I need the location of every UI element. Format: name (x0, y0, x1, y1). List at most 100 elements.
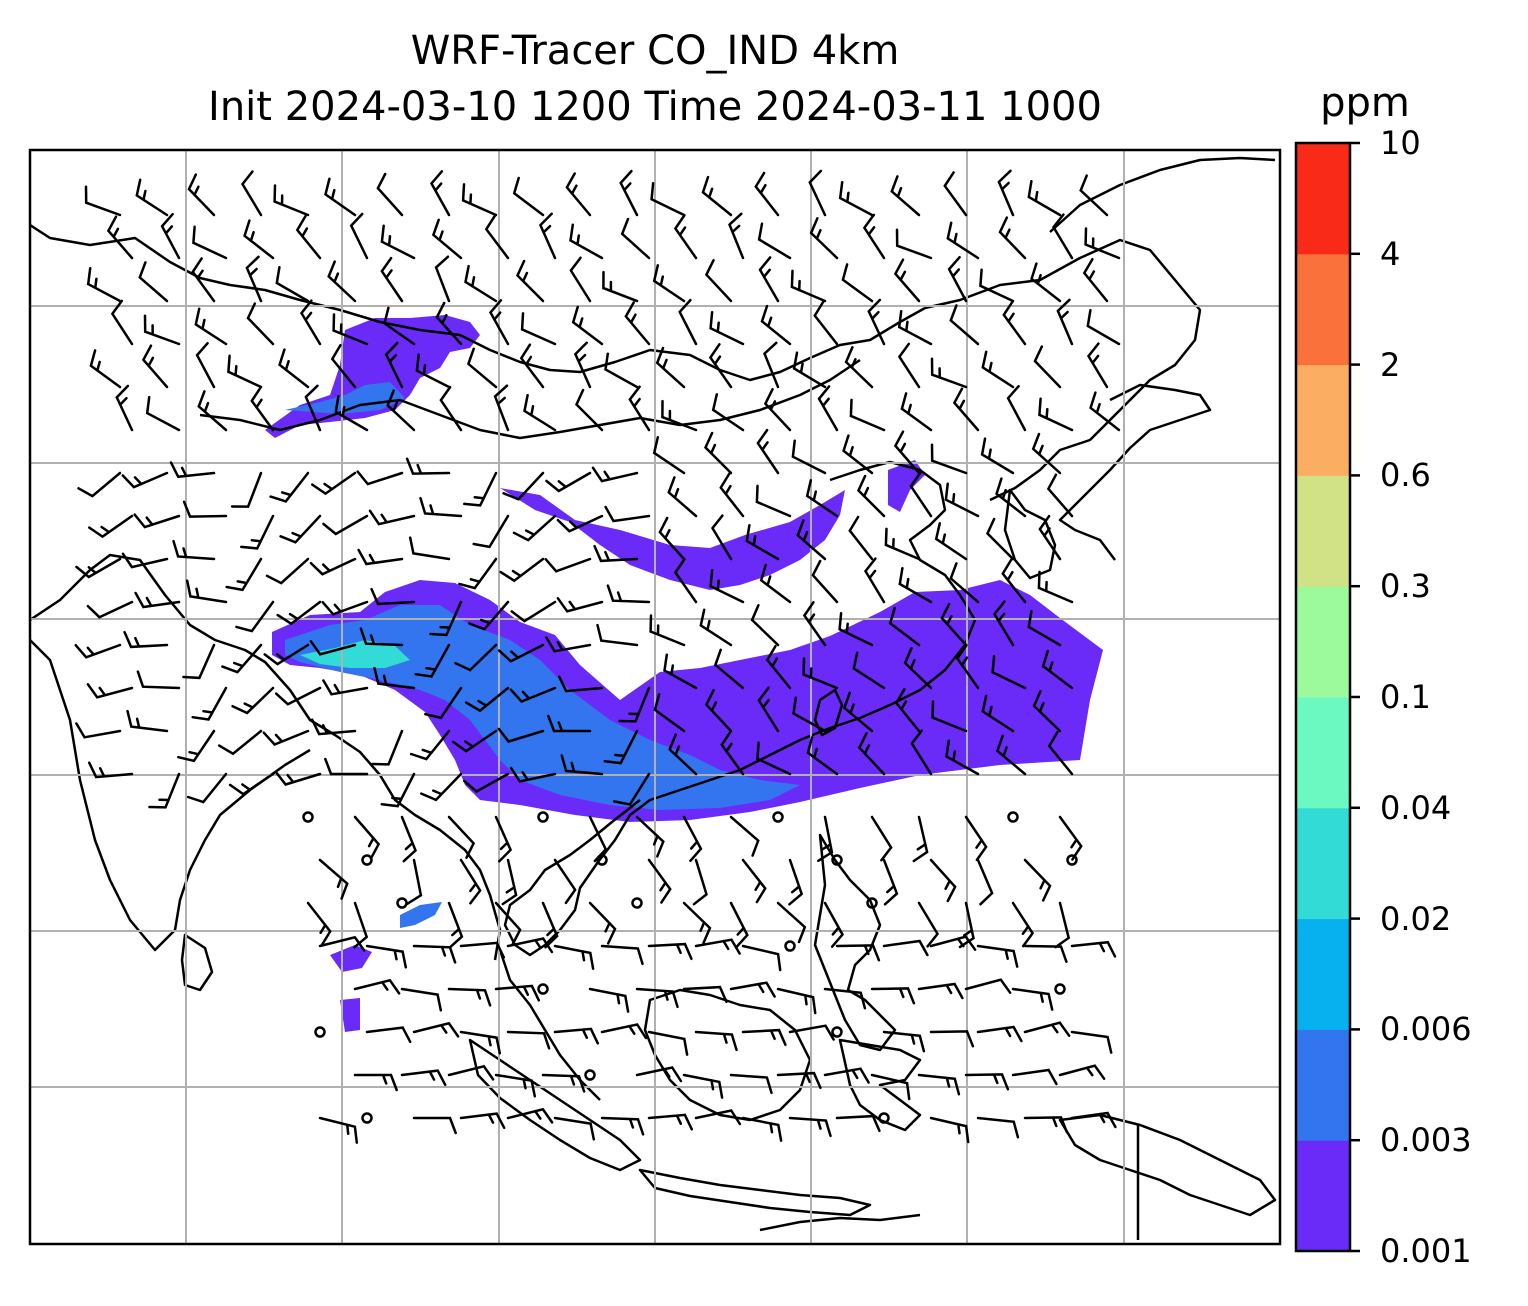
wind-barb (520, 312, 557, 346)
wind-barb (1032, 690, 1062, 733)
wind-barb (1051, 213, 1074, 260)
wind-calm-circle (302, 811, 314, 823)
wind-barb (400, 815, 417, 863)
wind-barb (981, 350, 1015, 389)
tracer-patch-tibet-highlight (300, 640, 410, 668)
wind-calm-circle (866, 897, 878, 909)
wind-barb (792, 696, 827, 733)
wind-barb (250, 386, 275, 432)
wind-barb (893, 430, 921, 475)
colorbar-segment (1296, 143, 1350, 255)
wind-barb (903, 647, 933, 690)
wind-barb (380, 772, 416, 808)
wind-barb (1023, 1021, 1071, 1037)
wind-barb (704, 259, 733, 303)
wind-barb (817, 385, 839, 432)
wind-barb (729, 1073, 773, 1095)
wind-barb (1041, 649, 1074, 690)
wind-barb (523, 393, 557, 432)
wind-barb (459, 1112, 506, 1130)
wind-barb (694, 1030, 738, 1052)
wind-barb (497, 727, 545, 743)
colorbar-segment (1296, 475, 1350, 587)
wind-barb (612, 772, 651, 806)
wind-barb (898, 566, 933, 604)
wind-calm-circle (784, 940, 796, 952)
wind-barb (309, 557, 357, 576)
wind-barb (509, 686, 557, 703)
wind-barb (838, 612, 874, 647)
wind-barb (929, 935, 977, 951)
wind-barb (472, 514, 510, 549)
colorbar-tick-label: 0.001 (1380, 1232, 1472, 1270)
colorbar-segment (1296, 918, 1350, 1030)
wind-barb (1070, 1030, 1113, 1054)
coastline-new-guinea (1058, 1113, 1277, 1217)
wind-barb (464, 264, 498, 303)
wind-barb (569, 256, 592, 303)
coastline-lesser-sunda (759, 1213, 921, 1232)
wind-barb (678, 298, 698, 346)
wind-barb (930, 443, 968, 475)
wind-barb (940, 602, 968, 647)
coastline-sri-lanka (180, 933, 214, 992)
wind-barb (322, 679, 369, 696)
wind-barb (464, 686, 510, 713)
wind-barb (979, 268, 1015, 303)
wind-barb (791, 439, 827, 475)
wind-barb (269, 471, 310, 503)
wind-barb (135, 178, 169, 217)
wind-barb (424, 686, 463, 720)
wind-barb (699, 608, 733, 647)
colorbar-tick-label: 0.6 (1380, 456, 1431, 495)
wind-calm-circle (1066, 854, 1078, 866)
wind-barb (75, 557, 122, 579)
wind-barb (682, 901, 712, 944)
wind-barb (763, 388, 792, 432)
coastline-taiwan (813, 688, 844, 737)
wind-barb (194, 307, 228, 346)
wind-barb (947, 255, 968, 303)
wind-barb (943, 171, 968, 217)
wind-barb (624, 301, 651, 346)
wind-barb (888, 606, 921, 647)
wind-barb (991, 655, 1027, 690)
wind-barb (334, 394, 369, 432)
wind-barb (197, 390, 228, 432)
wind-barb (867, 298, 886, 346)
wind-barb (1089, 391, 1121, 432)
wind-barb (884, 527, 921, 561)
wind-barb (647, 1030, 689, 1056)
wind-barbs (74, 169, 1121, 1144)
wind-barb (650, 182, 686, 217)
wind-barb (506, 937, 554, 954)
wind-barb (321, 600, 369, 616)
wind-barb (545, 636, 592, 653)
wind-barb (221, 643, 263, 674)
wind-barb (1086, 308, 1121, 346)
wind-barb (400, 1069, 447, 1087)
wind-barb (243, 219, 275, 260)
wind-barb (185, 579, 228, 604)
map-frame (28, 148, 1282, 1246)
wind-barb (823, 1067, 870, 1084)
wind-barb (191, 686, 228, 721)
wind-barb (353, 815, 381, 860)
wind-barb (499, 557, 545, 583)
wind-barb (995, 477, 1027, 518)
wind-barb (682, 1073, 724, 1099)
wind-barb (110, 299, 134, 346)
wind-barb (228, 772, 275, 796)
wind-barb (463, 772, 510, 794)
wind-barb (406, 858, 423, 906)
wind-barb (842, 691, 874, 733)
wind-calm-circle (314, 1026, 326, 1038)
wind-barb (870, 1073, 911, 1101)
wind-barb (556, 597, 604, 613)
wind-barb (842, 434, 874, 475)
wind-barb (463, 471, 498, 507)
wind-barb (138, 261, 169, 303)
wind-barb (512, 514, 557, 542)
wind-barb (741, 1116, 783, 1142)
wind-barb (890, 175, 921, 217)
